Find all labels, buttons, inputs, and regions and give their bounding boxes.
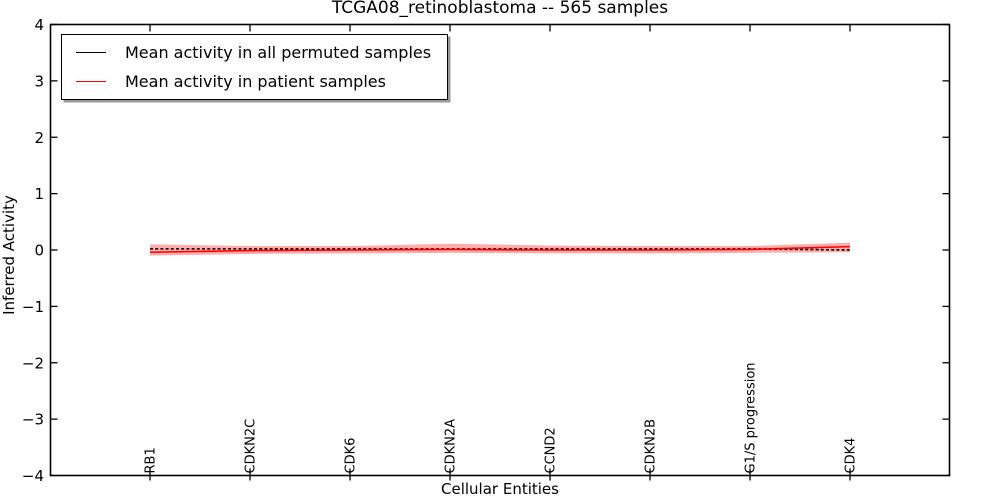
x-tick-label: CCND2: [544, 427, 559, 473]
legend-item-0: Mean activity in all permuted samples: [62, 38, 431, 67]
plot-frame: [49, 23, 951, 477]
y-tick-label: −2: [22, 354, 44, 372]
chart-title: TCGA08_retinoblastoma -- 565 samples: [331, 0, 669, 18]
legend-item-label: Mean activity in patient samples: [125, 72, 386, 91]
y-tick-label: 2: [34, 129, 44, 147]
y-tick-label: −3: [22, 411, 44, 429]
y-tick-label: 1: [34, 185, 44, 203]
y-tick-label: 3: [34, 72, 44, 90]
legend-item-label: Mean activity in all permuted samples: [125, 43, 432, 62]
legend: Mean activity in all permuted samples Mea…: [61, 34, 449, 100]
x-tick-label: CDK4: [844, 438, 859, 474]
x-tick-label: CDK6: [344, 438, 359, 474]
y-axis-label: Inferred Activity: [0, 195, 18, 315]
y-tick-label: −1: [22, 298, 44, 316]
y-tick-label: −4: [22, 467, 44, 485]
legend-line-sample: [76, 81, 106, 82]
x-tick-label: CDKN2A: [444, 419, 459, 474]
y-tick-label: 0: [34, 242, 44, 260]
legend-item-1: Mean activity in patient samples: [62, 67, 431, 96]
y-tick-label: 4: [34, 16, 44, 34]
x-axis-label: Cellular Entities: [441, 480, 559, 498]
x-tick-label: RB1: [144, 447, 159, 473]
x-tick-label: G1/S progression: [744, 362, 759, 473]
x-tick-label: CDKN2B: [644, 419, 659, 474]
series-line-1: [149, 245, 851, 254]
legend-line-sample: [76, 52, 106, 53]
x-tick-label: CDKN2C: [244, 419, 259, 474]
